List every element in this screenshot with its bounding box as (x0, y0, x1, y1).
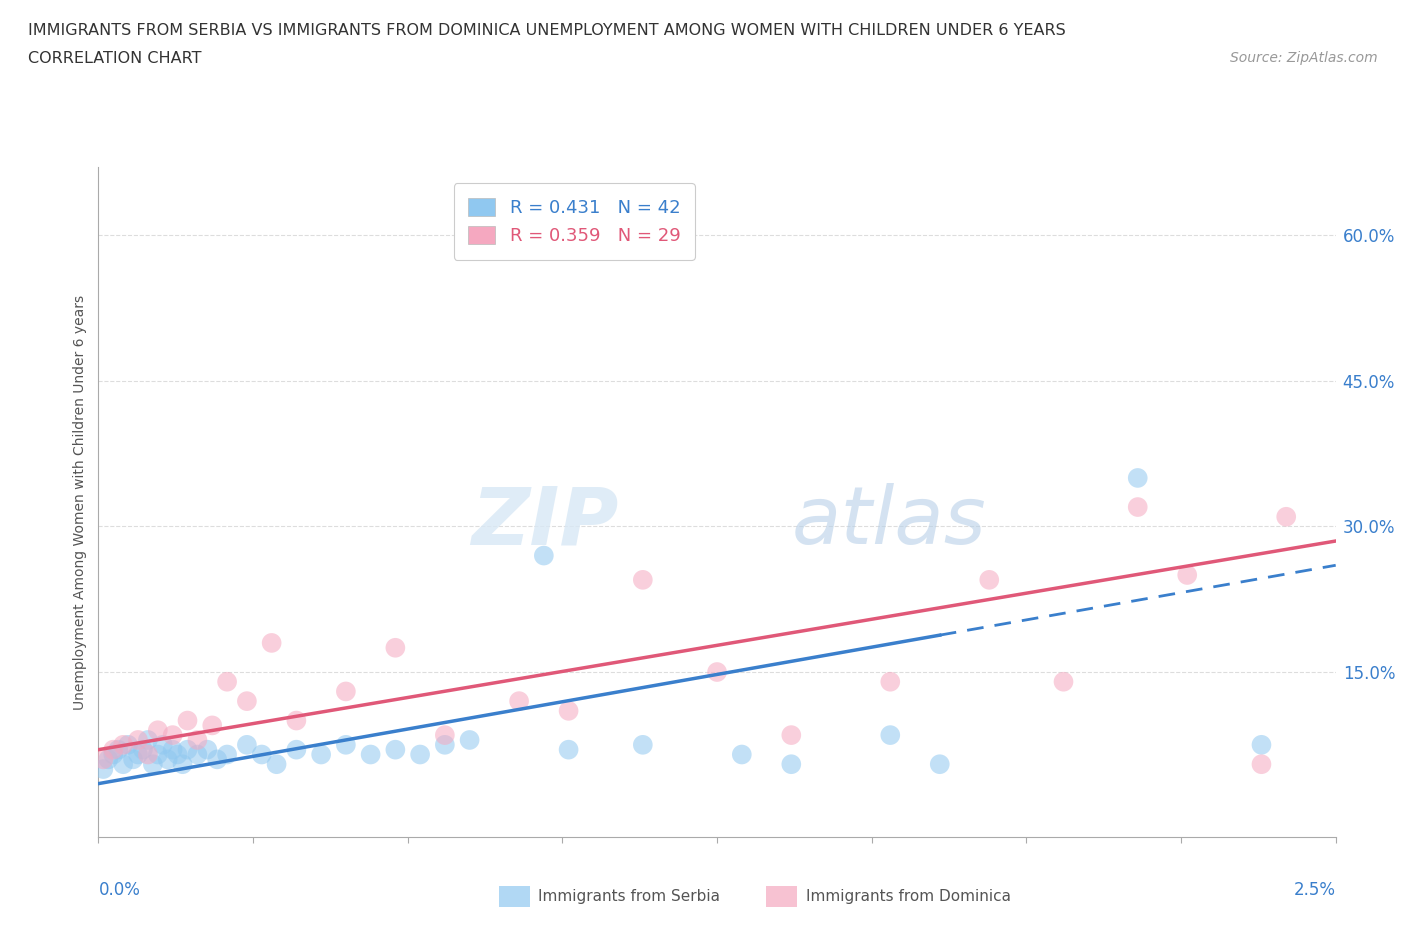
Point (384, 742, 406, 757)
Point (409, 747, 432, 762)
Point (1250, 737, 1272, 752)
Point (533, 548, 555, 563)
Point (136, 747, 159, 762)
Point (127, 733, 149, 748)
Text: 0.0%: 0.0% (98, 881, 141, 898)
Point (508, 694, 530, 709)
Text: CORRELATION CHART: CORRELATION CHART (28, 51, 201, 66)
Point (335, 737, 357, 752)
Point (186, 747, 208, 762)
Point (360, 747, 382, 762)
Point (112, 737, 135, 752)
Text: ZIP: ZIP (471, 484, 619, 562)
Point (117, 737, 139, 752)
Point (879, 674, 901, 689)
Point (1250, 757, 1272, 772)
Point (266, 757, 288, 772)
Point (127, 747, 149, 762)
Point (97, 752, 120, 767)
Text: 2.5%: 2.5% (1294, 881, 1336, 898)
Point (236, 737, 259, 752)
Point (557, 703, 579, 718)
Point (250, 747, 273, 762)
Point (122, 752, 145, 767)
Point (236, 694, 259, 709)
Point (309, 747, 332, 762)
Point (1126, 471, 1149, 485)
Point (152, 737, 174, 752)
Point (433, 727, 456, 742)
Point (285, 742, 308, 757)
Text: Source: ZipAtlas.com: Source: ZipAtlas.com (1230, 51, 1378, 65)
Point (458, 733, 481, 748)
Point (706, 665, 728, 680)
Point (335, 684, 357, 698)
Point (142, 757, 165, 772)
Point (217, 674, 239, 689)
Point (1052, 674, 1074, 689)
Point (93, 752, 115, 767)
Legend: R = 0.431   N = 42, R = 0.359   N = 29: R = 0.431 N = 42, R = 0.359 N = 29 (454, 183, 695, 259)
Point (195, 742, 218, 757)
Point (780, 727, 803, 742)
Text: atlas: atlas (792, 484, 986, 562)
Point (132, 742, 155, 757)
Point (201, 718, 224, 733)
Point (103, 742, 125, 757)
Point (285, 713, 308, 728)
Point (186, 733, 208, 748)
Point (205, 752, 228, 767)
Point (557, 742, 579, 757)
Point (1275, 510, 1298, 525)
Point (93, 762, 115, 777)
Point (879, 727, 901, 742)
Point (136, 733, 159, 748)
Point (1175, 567, 1198, 582)
Point (146, 747, 169, 762)
Point (162, 742, 184, 757)
Point (176, 742, 198, 757)
Point (979, 572, 1001, 587)
Point (172, 757, 194, 772)
Point (162, 727, 184, 742)
Text: Immigrants from Serbia: Immigrants from Serbia (538, 889, 720, 904)
Point (107, 742, 129, 757)
Point (176, 713, 198, 728)
Point (433, 737, 456, 752)
Point (631, 737, 654, 752)
Point (1126, 499, 1149, 514)
Point (166, 747, 188, 762)
Point (103, 747, 125, 762)
Point (112, 757, 135, 772)
Point (384, 641, 406, 656)
Point (780, 757, 803, 772)
Point (146, 723, 169, 737)
Y-axis label: Unemployment Among Women with Children Under 6 years: Unemployment Among Women with Children U… (73, 295, 87, 710)
Point (928, 757, 950, 772)
Point (156, 752, 179, 767)
Point (217, 747, 239, 762)
Text: Immigrants from Dominica: Immigrants from Dominica (806, 889, 1011, 904)
Text: IMMIGRANTS FROM SERBIA VS IMMIGRANTS FROM DOMINICA UNEMPLOYMENT AMONG WOMEN WITH: IMMIGRANTS FROM SERBIA VS IMMIGRANTS FRO… (28, 23, 1066, 38)
Point (260, 635, 283, 650)
Point (631, 572, 654, 587)
Point (731, 747, 754, 762)
